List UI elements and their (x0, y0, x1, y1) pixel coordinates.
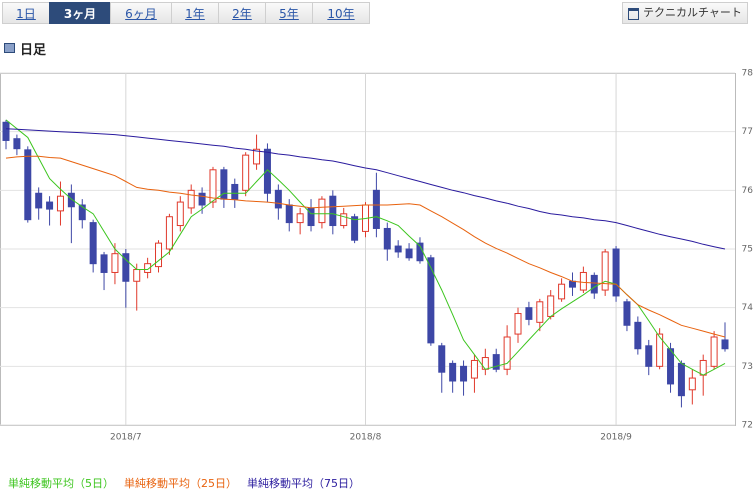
candle-body (688, 377, 696, 391)
y-tick-label: 74 (742, 303, 754, 313)
candle-body (56, 195, 64, 212)
moving-average-line (5, 119, 726, 376)
technical-chart-button[interactable]: テクニカルチャート (622, 2, 748, 24)
candle-body (296, 213, 304, 224)
candle-body (133, 269, 141, 282)
y-tick-label: 77 (742, 127, 753, 137)
x-tick-label: 2018/9 (600, 433, 632, 443)
candle-body (579, 271, 587, 291)
candle-body (645, 345, 653, 367)
candle-body (710, 336, 718, 367)
candle-body (253, 148, 261, 165)
candle-body (612, 248, 620, 297)
legend: 単純移動平均（5日） 単純移動平均（25日） 単純移動平均（75日） (8, 476, 360, 490)
candle-body (547, 295, 555, 317)
candle-body (351, 216, 359, 241)
candle-body (111, 253, 119, 273)
moving-average-line (5, 128, 726, 250)
x-tick-label: 2018/8 (350, 433, 382, 443)
candle-body (329, 195, 337, 227)
candle-body (100, 254, 108, 273)
candle-body (677, 362, 685, 397)
period-tab[interactable]: 6ヶ月 (110, 2, 172, 24)
candle-body (155, 242, 163, 268)
period-tabs: 1日 3ヶ月 6ヶ月 1年 2年 5年 10年 (2, 2, 370, 24)
candle-body (35, 192, 43, 209)
candle-body (721, 339, 729, 350)
candle-body (438, 345, 446, 373)
y-tick-label: 73 (742, 362, 753, 372)
period-tab[interactable]: 1日 (2, 2, 50, 24)
candle-body (231, 183, 239, 200)
candle-body (89, 222, 97, 265)
candle-body (144, 263, 152, 273)
candle-body (209, 169, 217, 203)
y-tick-label: 75 (742, 245, 753, 255)
candle-body (536, 301, 544, 323)
candle-body (460, 365, 468, 382)
candle-body (470, 359, 478, 379)
candle-body (198, 192, 206, 206)
section-title: 日足 (4, 39, 46, 58)
candle-body (405, 248, 413, 259)
period-tab[interactable]: 5年 (265, 2, 313, 24)
candle-body (122, 253, 130, 282)
candle-body (24, 149, 32, 221)
candle-body (514, 313, 522, 335)
candle-body (274, 189, 282, 209)
legend-entry: 単純移動平均（75日） (247, 476, 360, 490)
y-tick-label: 78 (742, 69, 754, 79)
candle-body (699, 359, 707, 376)
candle-body (667, 348, 675, 385)
period-tab[interactable]: 3ヶ月 (49, 2, 111, 24)
icon (628, 8, 639, 20)
candle-body (242, 154, 250, 191)
candle-body (558, 283, 566, 300)
candle-body (656, 333, 664, 367)
candle-body (187, 189, 195, 209)
y-tick-label: 76 (742, 186, 754, 196)
candle-body (503, 336, 511, 370)
candle-body (427, 257, 435, 344)
candle-body (318, 198, 326, 224)
period-tab[interactable]: 10年 (312, 2, 370, 24)
legend-entry: 単純移動平均（5日） (8, 476, 114, 490)
candle-body (165, 216, 173, 250)
candle-body (568, 280, 576, 288)
period-tab[interactable]: 2年 (218, 2, 266, 24)
period-tab[interactable]: 1年 (171, 2, 219, 24)
candle-body (383, 227, 391, 250)
candle-body (601, 251, 609, 291)
y-tick-label: 72 (742, 421, 753, 431)
legend-entry: 単純移動平均（25日） (124, 476, 237, 490)
candle-body (307, 207, 315, 227)
candle-body (46, 201, 54, 210)
candle-body (285, 204, 293, 224)
candle-body (2, 121, 10, 141)
candle-body (263, 148, 271, 194)
button-label: テクニカルチャート (643, 6, 742, 19)
candle-body (394, 245, 402, 253)
candle-body (481, 357, 489, 370)
candle-body (634, 321, 642, 350)
candle-body (492, 354, 500, 370)
candle-body (449, 362, 457, 382)
candle-body (176, 201, 184, 227)
section-label: 日足 (20, 43, 47, 58)
candle-body (78, 204, 86, 221)
x-tick-label: 2018/7 (110, 433, 142, 443)
candle-body (13, 138, 21, 150)
candle-body (525, 307, 533, 320)
candle-body (340, 213, 348, 227)
moving-average-line (5, 155, 726, 338)
icon (4, 43, 15, 53)
candle-body (623, 301, 631, 326)
candle-body (590, 274, 598, 294)
candle-body (67, 192, 75, 208)
candle-body (372, 189, 380, 229)
